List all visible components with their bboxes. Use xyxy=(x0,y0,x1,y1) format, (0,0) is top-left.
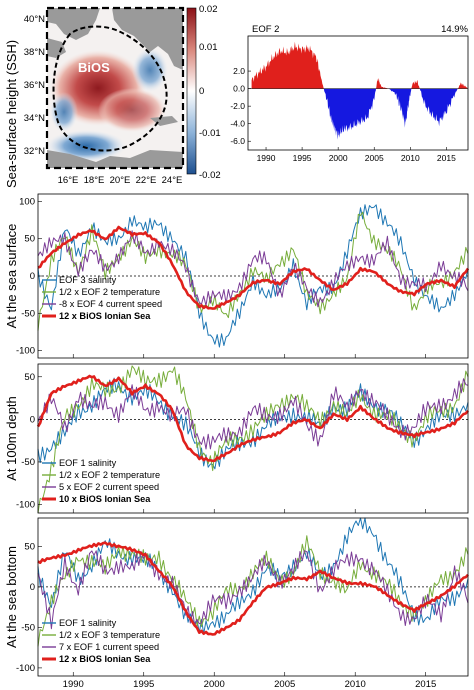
eof2-ytick-label: 0.0 xyxy=(233,84,245,94)
lon-label: 22°E xyxy=(136,175,157,186)
lon-label: 18°E xyxy=(84,175,105,186)
depth-100m-chart: At 100m depth 50 0 -50 -100 EOF 1 salinity 1/2… xyxy=(4,363,469,514)
eof2-ytick-label: -4.0 xyxy=(230,119,245,129)
colorbar xyxy=(186,7,197,175)
eof2-ytick-label: -6.0 xyxy=(230,136,245,146)
lat-labels: 40°N 38°N 36°N 34°N 32°N xyxy=(24,14,45,157)
negative-anomaly-north xyxy=(132,48,168,92)
lon-label: 16°E xyxy=(58,175,79,186)
eof2-xtick-label: 2005 xyxy=(365,153,384,163)
bottom-xtick-label: 2010 xyxy=(345,679,366,690)
sea-bottom-chart: At the sea bottom 50 0 -50 -100 1990 1995 2000 2… xyxy=(4,517,469,690)
eof2-xtick-label: 2010 xyxy=(401,153,420,163)
colorbar-tick: -0.01 xyxy=(199,128,221,139)
bottom-legend-label: EOF 1 salinity xyxy=(59,618,117,628)
surface-ytick-label: 100 xyxy=(19,196,35,207)
eof2-plot-frame xyxy=(247,35,469,151)
depth100-ytick-label: -50 xyxy=(21,457,35,468)
lon-label: 20°E xyxy=(110,175,131,186)
bottom-series-line xyxy=(37,550,469,630)
surface-ylabel: At the sea surface xyxy=(4,224,19,329)
surface-series-line xyxy=(37,225,470,310)
depth100-legend-label: 10 x BiOS Ionian Sea xyxy=(59,494,151,504)
surface-series-line xyxy=(37,230,469,308)
positive-anomaly-east xyxy=(98,88,166,132)
land-italy xyxy=(47,8,100,40)
eof2-xtick-label: 1990 xyxy=(257,153,276,163)
depth100-series-line xyxy=(37,365,469,514)
depth100-legend-label: EOF 1 salinity xyxy=(59,458,117,468)
depth100-ytick-label: -100 xyxy=(16,499,35,510)
bottom-legend-label: 1/2 x EOF 3 temperature xyxy=(59,630,160,640)
lat-label: 32°N xyxy=(24,146,45,157)
surface-legend-label: 12 x BiOS Ionian Sea xyxy=(59,311,151,321)
surface-legend-label: EOF 3 salinity xyxy=(59,275,117,285)
lon-labels: 16°E 18°E 20°E 22°E 24°E xyxy=(58,175,183,186)
eof2-title: EOF 2 xyxy=(252,24,279,35)
colorbar-tick: 0.01 xyxy=(199,42,218,53)
ssh-map: Sea-surface height (SSH) BiOS 40°N 38°N … xyxy=(4,4,221,188)
surface-legend-label: -8 x EOF 4 current speed xyxy=(59,299,162,309)
bottom-xtick-label: 2000 xyxy=(204,679,225,690)
surface-legend-label: 1/2 x EOF 2 temperature xyxy=(59,287,160,297)
eof2-positive-area xyxy=(251,41,468,89)
lat-label: 40°N xyxy=(24,14,45,25)
map-frame xyxy=(45,6,185,170)
depth100-series-line xyxy=(36,374,469,463)
surface-ytick-label: 50 xyxy=(24,234,35,245)
depth100-ytick-label: 50 xyxy=(24,372,35,383)
map-ylabel: Sea-surface height (SSH) xyxy=(4,40,19,188)
depth100-ylabel: At 100m depth xyxy=(4,396,19,481)
land-africa xyxy=(47,150,183,168)
eof2-xtick-label: 1995 xyxy=(293,153,312,163)
depth100-series-line xyxy=(37,378,469,450)
bottom-xtick-label: 2015 xyxy=(415,679,436,690)
bios-contour xyxy=(52,25,168,152)
depth100-ytick-label: 0 xyxy=(30,414,35,425)
colorbar-tick: 0 xyxy=(199,86,204,97)
colorbar-ticks: 0.02 0.01 0 -0.01 -0.02 xyxy=(199,4,221,181)
depth100-plot-frame xyxy=(37,363,469,514)
land-sicily xyxy=(47,38,66,58)
bottom-series-line xyxy=(37,517,469,635)
depth100-legend-label: 1/2 x EOF 2 temperature xyxy=(59,470,160,480)
eof2-ytick-label: 2.0 xyxy=(233,66,245,76)
eof2-negative-area xyxy=(251,88,468,140)
surface-ytick-label: -100 xyxy=(16,346,35,357)
surface-ytick-label: -50 xyxy=(21,308,35,319)
colorbar-tick: 0.02 xyxy=(199,4,218,15)
surface-ytick-label: 0 xyxy=(30,271,35,282)
eof2-xtick-label: 2000 xyxy=(329,153,348,163)
eof2-ytick-label: -2.0 xyxy=(230,101,245,111)
depth100-series-line xyxy=(37,377,469,470)
bottom-plot-frame xyxy=(37,517,469,677)
colorbar-tick: -0.02 xyxy=(199,170,221,181)
bottom-legend-label: 12 x BiOS Ionian Sea xyxy=(59,654,151,664)
bios-label: BiOS xyxy=(78,60,110,75)
eof2-chart: EOF 2 14.9% 2.0 0.0 -2.0 -4.0 -6.0 1990 1995 2000… xyxy=(230,24,468,163)
land-greece xyxy=(112,8,183,70)
lat-label: 36°N xyxy=(24,80,45,91)
bottom-ytick-label: -100 xyxy=(16,663,35,674)
bottom-ytick-label: 50 xyxy=(24,541,35,552)
bottom-ytick-label: -50 xyxy=(21,622,35,633)
bottom-series-line xyxy=(37,541,469,636)
lon-label: 24°E xyxy=(162,175,183,186)
eof2-xtick-label: 2015 xyxy=(437,153,456,163)
bottom-xtick-label: 1990 xyxy=(63,679,84,690)
lat-label: 34°N xyxy=(24,113,45,124)
sea-surface-chart: At the sea surface 100 50 0 -50 -100 EOF 3 sal… xyxy=(4,193,470,359)
bottom-legend-label: 7 x EOF 1 current speed xyxy=(59,642,159,652)
bottom-ylabel: At the sea bottom xyxy=(4,546,19,648)
depth100-legend-label: 5 x EOF 2 current speed xyxy=(59,482,159,492)
bottom-xtick-label: 1995 xyxy=(133,679,154,690)
eof2-variance: 14.9% xyxy=(441,24,468,35)
bottom-ytick-label: 0 xyxy=(30,582,35,593)
bottom-xtick-label: 2005 xyxy=(274,679,295,690)
lat-label: 38°N xyxy=(24,47,45,58)
